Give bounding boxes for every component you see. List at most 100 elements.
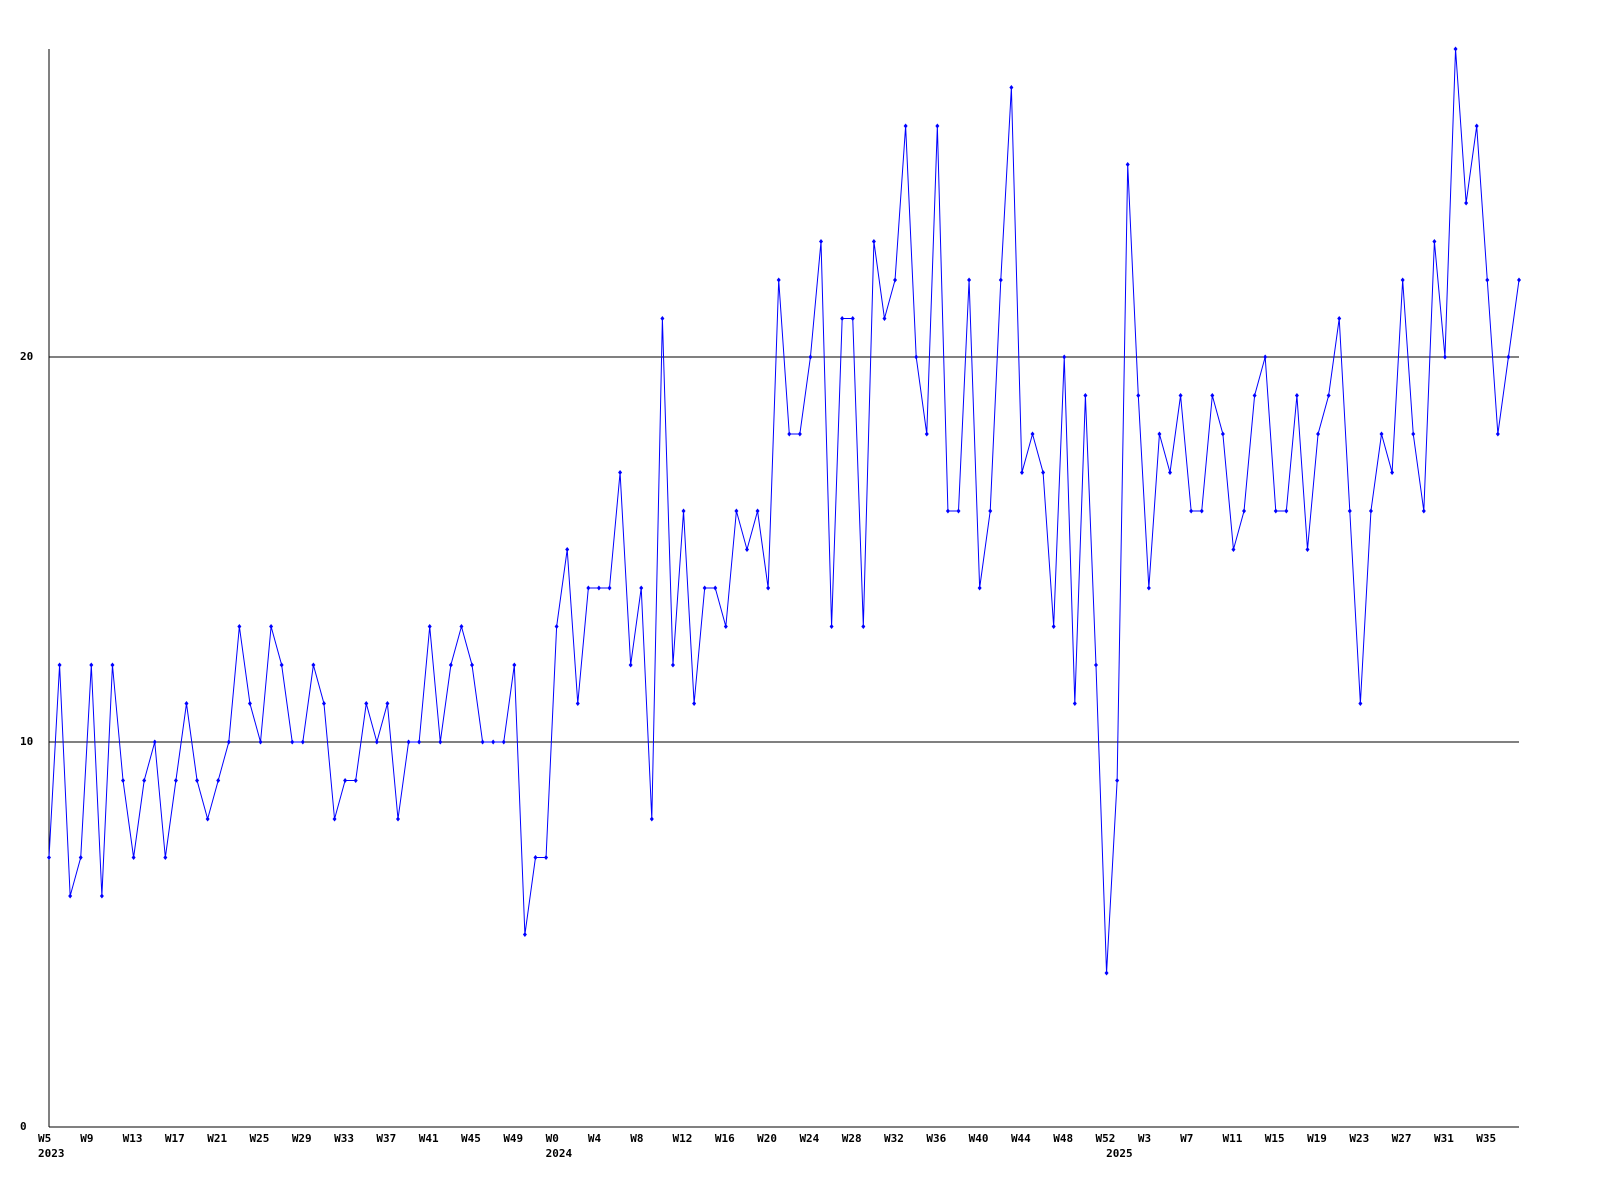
point-marker (893, 277, 898, 283)
point-marker (829, 624, 834, 629)
point-marker (353, 778, 358, 783)
point-marker (1157, 431, 1162, 437)
point-marker (448, 662, 453, 668)
point-marker (554, 624, 559, 629)
x-tick-label: W15 (1265, 1132, 1285, 1145)
point-marker (861, 624, 866, 629)
x-tick-label: W17 (165, 1132, 185, 1145)
point-marker (1368, 508, 1373, 514)
point-marker (1168, 470, 1173, 475)
point-marker (300, 739, 305, 745)
point-marker (1199, 508, 1204, 514)
point-marker (1337, 316, 1342, 321)
point-marker (311, 662, 316, 668)
point-marker (575, 701, 580, 706)
series-line (48, 48, 1520, 974)
x-year-label: 2023 (38, 1147, 65, 1160)
y-tick-label: 20 (20, 350, 33, 363)
point-marker (1263, 354, 1268, 360)
point-marker (131, 855, 136, 860)
point-marker (343, 778, 348, 783)
point-marker (850, 316, 855, 321)
y-tick-label: 0 (20, 1120, 27, 1133)
x-tick-label: W5 (38, 1132, 51, 1145)
x-tick-label: W45 (461, 1132, 481, 1145)
point-marker (1030, 431, 1035, 437)
point-marker (1093, 662, 1098, 668)
point-marker (57, 662, 62, 668)
point-marker (99, 893, 104, 899)
point-marker (1400, 277, 1405, 283)
point-marker (903, 123, 908, 129)
x-tick-label: W8 (630, 1132, 643, 1145)
point-marker (269, 624, 274, 629)
point-marker (1442, 354, 1447, 360)
point-marker (1305, 547, 1310, 552)
point-marker (1464, 200, 1469, 206)
point-marker (501, 739, 506, 745)
x-tick-label: W27 (1392, 1132, 1412, 1145)
x-tick-label: W41 (419, 1132, 439, 1145)
point-marker (1390, 470, 1395, 475)
x-tick-label: W0 (546, 1132, 559, 1145)
point-marker (512, 662, 517, 668)
point-marker (1189, 508, 1194, 514)
point-marker (596, 585, 601, 591)
point-marker (787, 431, 792, 437)
point-marker (1326, 393, 1331, 398)
point-marker (89, 662, 94, 668)
x-tick-label: W37 (376, 1132, 396, 1145)
point-marker (226, 739, 231, 745)
point-marker (364, 701, 369, 706)
point-marker (945, 508, 950, 514)
point-marker (840, 316, 845, 321)
x-tick-label: W4 (588, 1132, 602, 1145)
point-marker (692, 701, 697, 706)
point-marker (1252, 393, 1257, 398)
point-marker (808, 354, 813, 360)
x-year-label: 2024 (546, 1147, 573, 1160)
point-marker (395, 816, 400, 822)
x-tick-label: W20 (757, 1132, 777, 1145)
point-marker (1072, 701, 1077, 706)
point-marker (544, 855, 549, 860)
point-marker (723, 624, 728, 629)
point-marker (121, 778, 126, 783)
point-marker (216, 778, 221, 783)
point-marker (533, 855, 538, 860)
point-marker (406, 739, 411, 745)
point-marker (670, 662, 675, 668)
point-marker (565, 547, 570, 552)
point-marker (586, 585, 591, 591)
point-marker (988, 508, 993, 514)
x-tick-label: W40 (969, 1132, 989, 1145)
point-marker (797, 431, 802, 437)
x-tick-label: W24 (799, 1132, 819, 1145)
point-marker (1178, 393, 1183, 398)
point-marker (480, 739, 485, 745)
point-marker (427, 624, 432, 629)
point-marker (681, 508, 686, 514)
point-marker (321, 701, 326, 706)
point-marker (1115, 778, 1120, 783)
point-marker (734, 508, 739, 514)
x-year-label: 2025 (1106, 1147, 1133, 1160)
point-marker (184, 701, 189, 706)
point-marker (247, 701, 252, 706)
point-marker (258, 739, 263, 745)
point-marker (871, 239, 876, 244)
x-tick-label: W16 (715, 1132, 735, 1145)
point-marker (1242, 508, 1247, 514)
x-tick-label: W13 (123, 1132, 143, 1145)
point-marker (1485, 277, 1490, 283)
point-marker (459, 624, 464, 629)
x-tick-label: W7 (1180, 1132, 1193, 1145)
point-marker (1506, 354, 1511, 360)
x-tick-label: W49 (503, 1132, 523, 1145)
point-marker (639, 585, 644, 591)
x-tick-label: W23 (1349, 1132, 1369, 1145)
point-marker (1411, 431, 1416, 437)
point-marker (163, 855, 168, 860)
point-marker (967, 277, 972, 283)
